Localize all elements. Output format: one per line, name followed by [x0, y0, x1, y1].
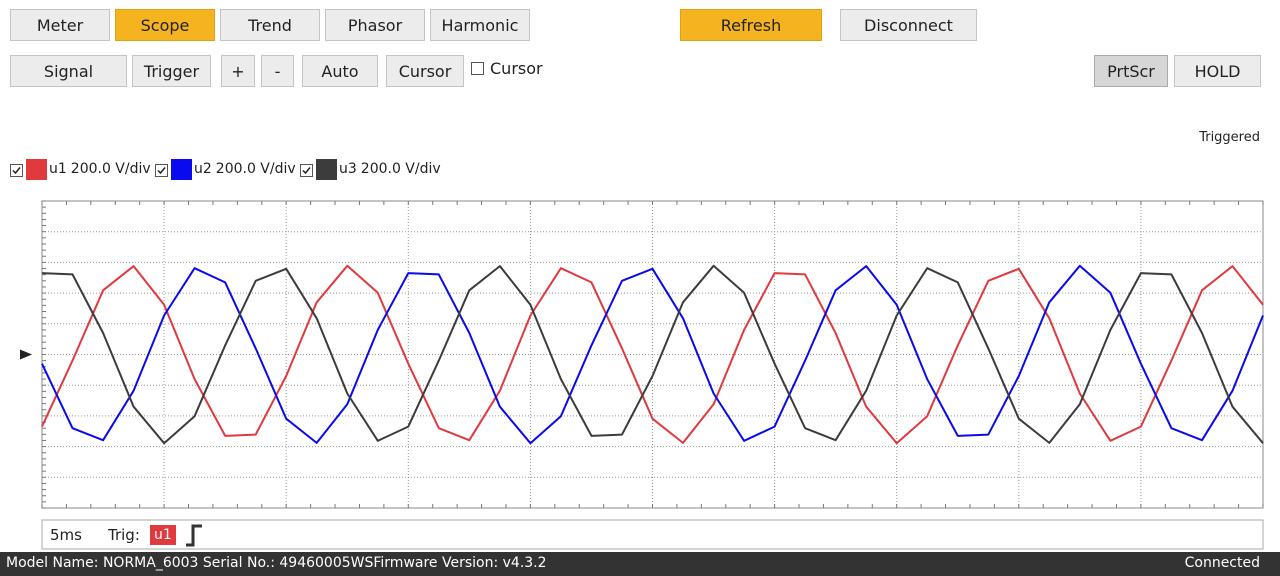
hold-button[interactable]: HOLD [1174, 55, 1261, 87]
toolbar-button[interactable]: Trigger [132, 55, 211, 87]
trigger-source: u1 [150, 525, 176, 545]
legend-swatch [171, 159, 192, 180]
info-bar [41, 519, 1264, 550]
toolbar-button[interactable]: + [221, 55, 255, 87]
legend-swatch [26, 159, 47, 180]
check-mark [12, 167, 21, 175]
connection-status: Connected [1184, 555, 1260, 571]
legend-checkbox[interactable] [10, 164, 23, 177]
tab[interactable]: Trend [220, 9, 320, 41]
status-bar: Model Name: NORMA_6003 Serial No.: 49460… [0, 552, 1280, 576]
trigger-edge-icon [186, 524, 202, 547]
toolbar-button[interactable]: Cursor [386, 55, 464, 87]
channel-name: u1 [49, 161, 67, 177]
disconnect-button[interactable]: Disconnect [840, 9, 977, 41]
channel-scale: 200.0 V/div [215, 161, 296, 177]
waveform [41, 264, 1264, 445]
channel-name: u3 [339, 161, 357, 177]
channel-scale: 200.0 V/div [70, 161, 151, 177]
legend-label: u3 200.0 V/div [339, 161, 441, 177]
device-info: Model Name: NORMA_6003 Serial No.: 49460… [6, 555, 547, 571]
tab[interactable]: Phasor [325, 9, 425, 41]
waveform [41, 264, 1264, 445]
channel-scale: 200.0 V/div [360, 161, 441, 177]
toolbar-button[interactable]: Signal [10, 55, 127, 87]
refresh-button[interactable]: Refresh [680, 9, 822, 41]
toolbar-button[interactable]: Auto [302, 55, 378, 87]
tab[interactable]: Harmonic [430, 9, 530, 41]
ground-marker [20, 349, 32, 360]
timebase: 5ms [50, 526, 82, 544]
legend-checkbox[interactable] [155, 164, 168, 177]
toolbar-button[interactable]: - [261, 55, 294, 87]
channel-name: u2 [194, 161, 212, 177]
tab-active[interactable]: Scope [115, 9, 215, 41]
check-mark [157, 167, 166, 175]
legend-checkbox[interactable] [300, 164, 313, 177]
checkbox-label: Cursor [490, 59, 543, 78]
trigger-status: Triggered [1199, 130, 1260, 145]
legend-label: u1 200.0 V/div [49, 161, 151, 177]
scope-plot [20, 200, 1264, 550]
trigger-label: Trig: [108, 526, 140, 544]
legend-swatch [316, 159, 337, 180]
waveform [41, 264, 1264, 445]
prtscr-button[interactable]: PrtScr [1094, 55, 1168, 87]
check-mark [302, 167, 311, 175]
tab[interactable]: Meter [10, 9, 110, 41]
legend-label: u2 200.0 V/div [194, 161, 296, 177]
checkbox[interactable] [471, 62, 484, 75]
